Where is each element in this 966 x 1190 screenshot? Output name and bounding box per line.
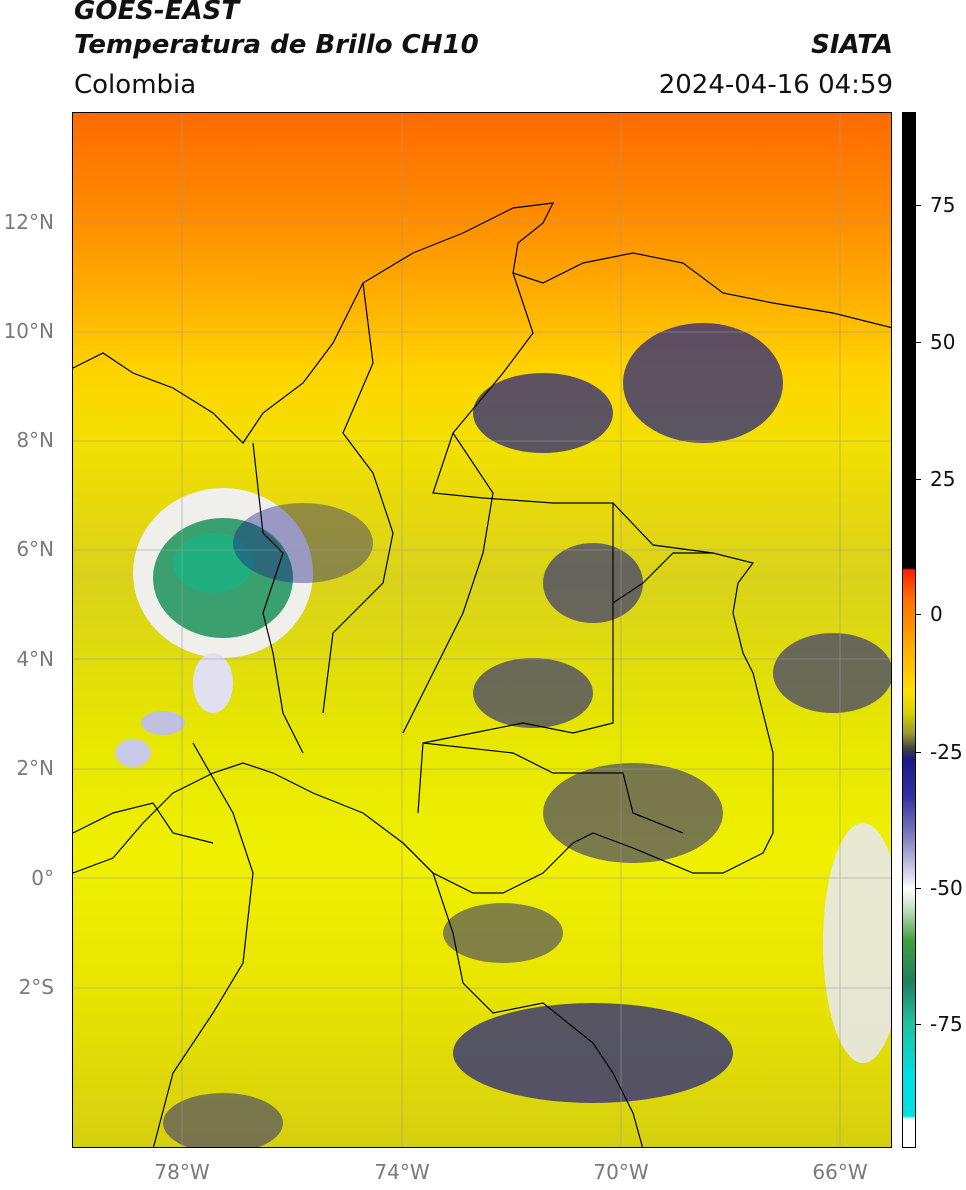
colorbar-label: 0 (930, 602, 943, 626)
colorbar-tick (916, 888, 921, 889)
datetime-label: 2024-04-16 04:59 (658, 70, 893, 100)
lat-label: 2°N (16, 756, 54, 780)
lat-label: 8°N (16, 428, 54, 452)
lon-label: 70°W (593, 1160, 649, 1184)
colorbar-label: -25 (930, 740, 963, 764)
colorbar-tick (916, 752, 921, 753)
colorbar-label: 25 (930, 467, 956, 491)
lon-label: 66°W (812, 1160, 868, 1184)
lat-label: 0° (31, 866, 54, 890)
map-layers (73, 113, 891, 1147)
lat-label: 12°N (3, 210, 54, 234)
satellite-map[interactable] (72, 112, 892, 1148)
colorbar-label: 75 (930, 193, 956, 217)
gridlines (73, 113, 891, 1147)
lat-label: 6°N (16, 537, 54, 561)
lon-label: 74°W (374, 1160, 430, 1184)
colorbar-tick (916, 614, 921, 615)
temperature-colorbar (902, 112, 916, 1148)
colorbar-tick (916, 342, 921, 343)
region-label: Colombia (74, 70, 197, 100)
cloud-patches (115, 323, 891, 1147)
colorbar-label: -50 (930, 876, 963, 900)
lat-label: 10°N (3, 319, 54, 343)
lon-label: 78°W (154, 1160, 210, 1184)
agency-label: SIATA (811, 30, 893, 60)
colorbar-label: 50 (930, 330, 956, 354)
colorbar-tick (916, 1024, 921, 1025)
country-borders (73, 202, 891, 1147)
colorbar-tick (916, 479, 921, 480)
satellite-title: GOES-EAST (74, 0, 240, 26)
product-title: Temperatura de Brillo CH10 (74, 30, 479, 60)
colorbar-label: -75 (930, 1012, 963, 1036)
lat-label: 2°S (18, 975, 54, 999)
colorbar-tick (916, 205, 921, 206)
lat-label: 4°N (16, 647, 54, 671)
